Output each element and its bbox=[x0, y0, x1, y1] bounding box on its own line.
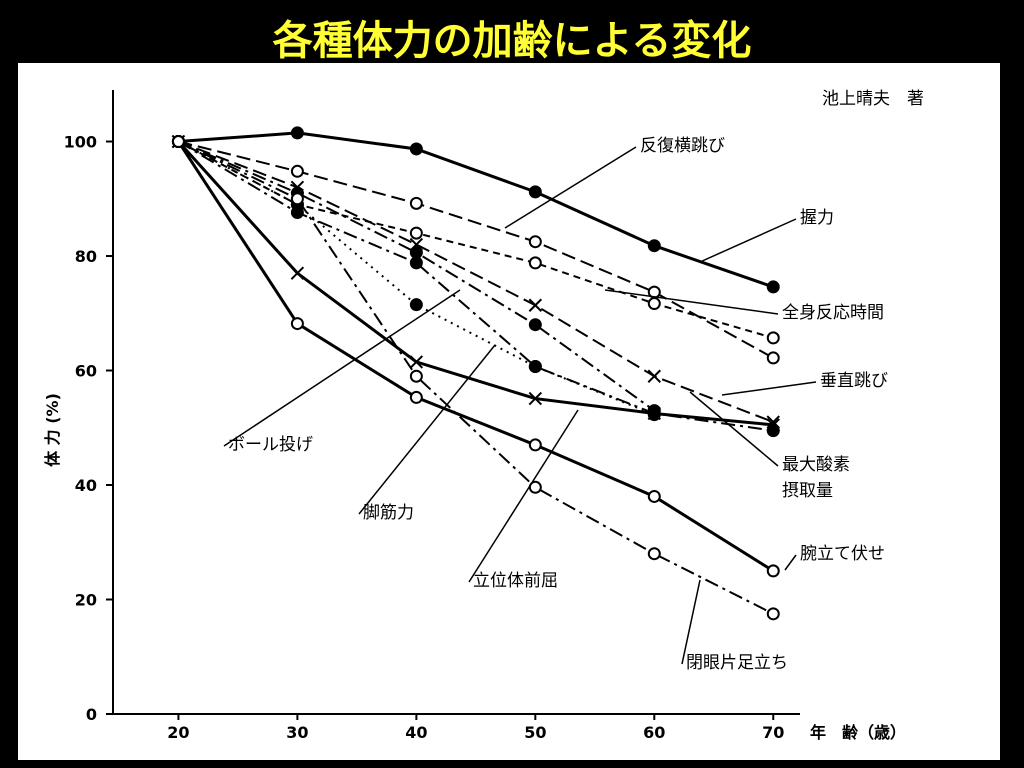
marker bbox=[290, 192, 304, 206]
y-tick-label: 80 bbox=[75, 247, 97, 266]
x-tick-label: 30 bbox=[286, 723, 308, 742]
y-tick-label: 60 bbox=[75, 362, 97, 381]
marker bbox=[766, 424, 780, 438]
series-label: 反復横跳び bbox=[640, 136, 725, 156]
marker bbox=[409, 196, 423, 210]
x-tick-label: 60 bbox=[643, 723, 665, 742]
marker bbox=[528, 438, 542, 452]
page-title: 各種体力の加齢による変化 bbox=[272, 18, 752, 64]
marker bbox=[766, 280, 780, 294]
annotation-arrow bbox=[604, 289, 779, 315]
series-label: ボール投げ bbox=[228, 435, 313, 455]
annotation-arrow bbox=[689, 391, 779, 467]
annotation-arrow bbox=[681, 579, 701, 665]
series-label: 全身反応時間 bbox=[782, 303, 884, 323]
series-line bbox=[178, 140, 774, 359]
chart-panel bbox=[18, 63, 1000, 760]
annotation-arrow bbox=[504, 146, 637, 229]
marker bbox=[528, 360, 542, 374]
series-line bbox=[177, 140, 774, 427]
marker bbox=[647, 489, 661, 503]
y-tick-label: 100 bbox=[64, 133, 97, 152]
marker bbox=[647, 297, 661, 311]
annotation-arrow bbox=[784, 554, 797, 571]
y-tick-label: 20 bbox=[75, 591, 97, 610]
marker bbox=[409, 226, 423, 240]
marker bbox=[409, 298, 423, 312]
x-tick-label: 40 bbox=[405, 723, 427, 742]
marker bbox=[171, 135, 185, 149]
marker bbox=[409, 369, 423, 383]
marker bbox=[766, 331, 780, 345]
x-axis-title: 年 齢（歳） bbox=[810, 723, 906, 742]
marker bbox=[528, 298, 543, 312]
y-axis-title: 体 力 (%) bbox=[43, 393, 62, 467]
annotation-arrow bbox=[721, 381, 817, 396]
marker bbox=[409, 355, 424, 369]
series-line bbox=[177, 140, 774, 615]
marker bbox=[647, 369, 662, 383]
marker bbox=[647, 239, 661, 253]
marker bbox=[766, 418, 780, 432]
marker bbox=[766, 351, 780, 365]
marker bbox=[766, 607, 780, 621]
annotation-arrow bbox=[699, 218, 797, 263]
marker bbox=[409, 390, 423, 404]
series-label: 握力 bbox=[800, 208, 834, 228]
marker bbox=[409, 142, 423, 156]
marker bbox=[528, 318, 542, 332]
y-tick-label: 0 bbox=[86, 705, 97, 724]
marker bbox=[766, 564, 780, 578]
y-tick-label: 40 bbox=[75, 476, 97, 495]
marker bbox=[290, 266, 305, 280]
marker bbox=[528, 391, 543, 406]
series-label: 閉眼片足立ち bbox=[686, 653, 788, 673]
series-line bbox=[177, 140, 775, 573]
x-tick-label: 20 bbox=[167, 723, 189, 742]
x-tick-label: 70 bbox=[762, 723, 784, 742]
marker bbox=[647, 406, 662, 421]
series-label: 最大酸素摂取量 bbox=[782, 455, 850, 501]
marker bbox=[409, 246, 423, 260]
marker bbox=[647, 547, 661, 561]
series-line bbox=[178, 140, 774, 423]
series-line bbox=[178, 131, 774, 289]
annotation-arrow bbox=[468, 409, 579, 583]
attribution: 池上晴夫 著 bbox=[822, 89, 924, 109]
marker bbox=[528, 480, 542, 494]
series-label: 垂直跳び bbox=[820, 371, 888, 391]
marker bbox=[290, 317, 304, 331]
annotation-arrow bbox=[223, 289, 461, 447]
x-tick-label: 50 bbox=[524, 723, 546, 742]
series-label: 脚筋力 bbox=[363, 503, 414, 523]
marker bbox=[528, 235, 542, 249]
marker bbox=[290, 126, 304, 140]
series-label: 立位体前屈 bbox=[473, 571, 558, 591]
annotation-arrow bbox=[358, 344, 496, 515]
marker bbox=[290, 164, 304, 178]
series-label: 腕立て伏せ bbox=[800, 544, 885, 564]
marker bbox=[528, 185, 542, 199]
marker bbox=[528, 256, 542, 270]
